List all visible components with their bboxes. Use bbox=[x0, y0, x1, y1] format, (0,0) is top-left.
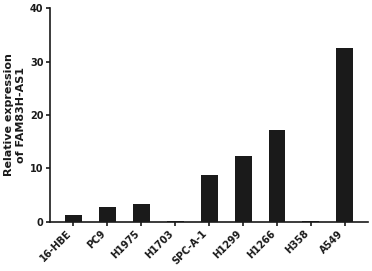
Y-axis label: Relative expression
of FAM83H-AS1: Relative expression of FAM83H-AS1 bbox=[4, 53, 26, 176]
Bar bbox=[269, 130, 285, 222]
Bar bbox=[65, 215, 82, 222]
Bar bbox=[99, 207, 116, 222]
Bar bbox=[201, 175, 218, 222]
Bar bbox=[167, 221, 184, 222]
Bar bbox=[235, 156, 251, 222]
Bar bbox=[336, 48, 353, 222]
Bar bbox=[133, 204, 150, 222]
